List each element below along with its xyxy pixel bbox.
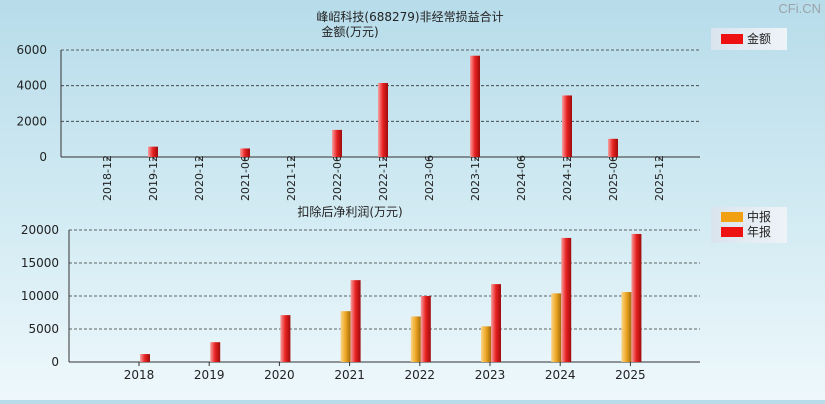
y-tick-label: 20000 [21, 223, 59, 237]
y-tick-label: 0 [39, 150, 47, 164]
y-tick-label: 15000 [21, 256, 59, 270]
x-tick-label: 2021-06 [239, 155, 252, 201]
x-tick-label: 2025-06 [607, 155, 620, 201]
legend-box [711, 28, 787, 50]
legend-swatch [721, 227, 743, 237]
bar-年报-2021 [350, 280, 361, 362]
x-tick-label: 2019-12 [147, 155, 160, 201]
y-tick-label: 0 [51, 355, 59, 369]
bar-2021-06 [240, 148, 250, 157]
x-tick-label: 2020-12 [193, 155, 206, 201]
x-tick-label: 2025 [615, 368, 646, 382]
bar-年报-2024 [561, 237, 572, 362]
x-tick-label: 2024-12 [561, 155, 574, 201]
bottom-chart: 扣除后净利润(万元) 0 5000 10000 15000 20000 2018 2019 20… [21, 204, 787, 382]
x-tick-label: 2018 [124, 368, 155, 382]
x-tick-label: 2023-12 [469, 155, 482, 201]
legend-label: 金额 [747, 31, 771, 46]
bar-年报-2018 [140, 354, 150, 362]
bar-年报-2020 [280, 315, 291, 362]
bar-中报-2021 [340, 311, 351, 362]
watermark: CFi.CN [778, 1, 821, 16]
x-tick-label: 2019 [194, 368, 225, 382]
chart-title: 扣除后净利润(万元) [297, 204, 402, 219]
x-tick-label: 2022-06 [331, 155, 344, 201]
x-tick-label: 2025-12 [653, 155, 666, 201]
bar-年报-2025 [631, 233, 642, 362]
legend-swatch [721, 34, 743, 44]
x-tick-label: 2024 [545, 368, 576, 382]
bar-2019-12 [148, 146, 158, 157]
x-tick-label: 2018-12 [101, 155, 114, 201]
x-tick-label: 2023-06 [423, 155, 436, 201]
bar-中报-2022 [410, 316, 421, 362]
bar-2022-12 [378, 82, 388, 157]
x-tick-label: 2021-12 [285, 155, 298, 201]
y-tick-label: 6000 [16, 43, 47, 57]
x-tick-label: 2021 [334, 368, 365, 382]
bar-2023-12 [470, 55, 480, 157]
bar-2022-06 [332, 129, 342, 157]
bar-2025-06 [608, 138, 618, 157]
x-tick-label: 2023 [475, 368, 506, 382]
chart-subtitle: 金额(万元) [321, 24, 378, 39]
x-tick-label: 2022-12 [377, 155, 390, 201]
x-tick-label: 2020 [264, 368, 295, 382]
bar-年报-2022 [420, 296, 431, 362]
chart-title: 峰岹科技(688279)非经常损益合计 [316, 9, 503, 24]
legend-swatch [721, 212, 743, 222]
y-tick-label: 5000 [28, 322, 59, 336]
x-tick-label: 2024-06 [515, 155, 528, 201]
legend-label: 年报 [747, 224, 771, 239]
y-tick-label: 2000 [16, 114, 47, 128]
legend-label: 中报 [747, 209, 771, 224]
bar-年报-2023 [491, 284, 501, 362]
bar-中报-2025 [621, 292, 632, 362]
bar-中报-2023 [481, 326, 491, 362]
y-tick-label: 4000 [16, 79, 47, 93]
y-tick-label: 10000 [21, 289, 59, 303]
bar-年报-2019 [210, 342, 221, 362]
bar-2024-12 [562, 95, 572, 157]
bar-中报-2024 [551, 293, 562, 362]
x-tick-label: 2022 [405, 368, 436, 382]
